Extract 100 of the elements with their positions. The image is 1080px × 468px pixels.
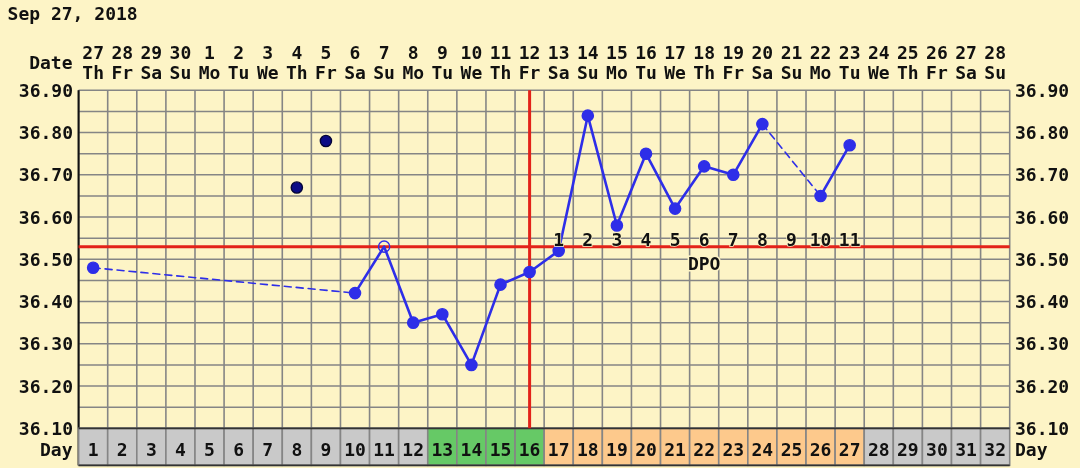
x-tick-label: 3 We xyxy=(256,41,284,83)
y-tick-label: 36.60 xyxy=(18,206,73,228)
point xyxy=(581,109,595,122)
x2-tick-label: 4 xyxy=(175,438,187,460)
x-tick-label: 4 Th xyxy=(285,41,314,83)
x2-tick-label: 17 xyxy=(547,438,570,460)
x2-tick-label: 10 xyxy=(344,438,366,460)
x-tick-label: 8 Mo xyxy=(402,41,430,83)
x2-tick-label: 14 xyxy=(460,438,483,460)
y2-tick-label: 36.50 xyxy=(1015,248,1070,270)
x2-tick-label: 5 xyxy=(204,438,215,460)
x-tick-label: 16 Tu xyxy=(635,41,657,83)
x2-tick-label: 22 xyxy=(693,438,716,460)
x-tick-label: 21 Su xyxy=(780,41,803,83)
point xyxy=(610,219,624,232)
x-tick-label: 20 Sa xyxy=(751,41,774,83)
x2-tick-label: 26 xyxy=(809,438,832,460)
x2-tick-label: 2 xyxy=(116,438,128,460)
point xyxy=(436,307,449,321)
text: Day xyxy=(39,438,73,460)
x2-tick-label: 7 xyxy=(262,438,274,460)
x2-tick-label: 32 xyxy=(984,438,1006,460)
point xyxy=(697,160,711,173)
annotation: 2 xyxy=(582,229,594,251)
y2-tick-label: 36.10 xyxy=(1015,417,1070,439)
x-tick-label: 13 Sa xyxy=(547,41,570,83)
point xyxy=(726,168,740,182)
x2-tick-label: 20 xyxy=(635,438,657,460)
point xyxy=(843,138,856,152)
x-tick-label: 12 Fr xyxy=(518,41,541,83)
point xyxy=(639,147,653,160)
annotation: 3 xyxy=(611,229,623,251)
y-tick-label: 36.10 xyxy=(18,417,73,439)
point xyxy=(523,265,536,279)
annotation: 10 xyxy=(809,229,832,251)
point xyxy=(465,358,478,372)
x2-tick-label: 8 xyxy=(291,438,303,460)
x2-tick-label: 3 xyxy=(145,438,157,460)
x2-tick-label: 19 xyxy=(606,438,628,460)
y-tick-label: 36.20 xyxy=(18,375,73,397)
x2-tick-label: 6 xyxy=(233,438,245,460)
point xyxy=(814,189,827,203)
x-tick-label: 27 Th xyxy=(82,41,104,83)
point xyxy=(756,117,769,131)
x-tick-label: 27 Sa xyxy=(955,41,977,83)
x2-axis-title: Day xyxy=(1015,438,1048,460)
x-tick-label: 24 We xyxy=(867,41,890,83)
y-tick-label: 36.40 xyxy=(18,291,73,313)
y-tick-label: 36.80 xyxy=(18,122,73,144)
x2-tick-label: 11 xyxy=(373,438,395,460)
x-tick-label: 11 Th xyxy=(489,41,512,83)
x-tick-label: 2 Tu xyxy=(227,41,255,83)
x-tick-label: 28 Fr xyxy=(111,41,134,83)
x2-tick-label: 23 xyxy=(722,438,745,460)
annotation: DPO xyxy=(687,252,721,274)
y2-tick-label: 36.70 xyxy=(1015,164,1070,186)
x-tick-label: 29 Sa xyxy=(140,41,163,83)
x2-tick-label: 13 xyxy=(431,438,454,460)
point xyxy=(348,286,362,300)
y-tick-label: 36.90 xyxy=(18,79,73,101)
x-axis-title: Date xyxy=(29,52,73,73)
x-tick-label: 28 Su xyxy=(984,41,1017,83)
annotation: 11 xyxy=(838,229,861,251)
y-tick-label: 36.30 xyxy=(18,333,73,355)
x2-tick-label: 1 xyxy=(87,438,99,460)
x-tick-label: 15 Mo xyxy=(606,41,628,83)
x2-tick-label: 9 xyxy=(320,438,332,460)
y2-tick-label: 36.60 xyxy=(1015,206,1070,228)
point xyxy=(668,202,682,215)
annotation: 6 xyxy=(698,229,710,251)
x2-tick-label: 15 xyxy=(489,438,512,460)
x2-tick-label: 12 xyxy=(402,438,425,460)
x-tick-label: 25 Th xyxy=(897,41,919,83)
annotation: 4 xyxy=(640,229,652,251)
y2-tick-label: 36.40 xyxy=(1015,291,1070,313)
annotation: 5 xyxy=(669,229,681,251)
x-tick-label: 22 Mo xyxy=(809,41,832,83)
point xyxy=(86,261,100,275)
point xyxy=(406,316,420,329)
x2-tick-label: 16 xyxy=(518,438,541,460)
chart-title: Sep 27, 2018 xyxy=(7,3,138,24)
x-tick-label: 18 Th xyxy=(693,41,716,83)
y-tick-label: 36.50 xyxy=(18,248,73,270)
x-tick-label: 9 Tu xyxy=(431,41,459,83)
point xyxy=(377,240,391,253)
x-tick-label: 17 We xyxy=(664,41,687,83)
x2-tick-label: 27 xyxy=(838,438,861,460)
x-tick-label: 5 Fr xyxy=(315,41,343,83)
x2-tick-label: 30 xyxy=(926,438,948,460)
x2-tick-label: 28 xyxy=(867,438,890,460)
y-tick-label: 36.70 xyxy=(18,164,73,186)
annotation: 7 xyxy=(727,229,739,251)
annotation: 9 xyxy=(786,229,797,251)
x2-tick-label: 21 xyxy=(664,438,686,460)
x2-tick-label: 18 xyxy=(576,438,599,460)
x-tick-label: 26 Fr xyxy=(926,41,948,83)
y2-tick-label: 36.30 xyxy=(1015,333,1070,355)
x-tick-label: 23 Tu xyxy=(838,41,861,83)
x2-tick-label: 24 xyxy=(751,438,774,460)
y2-tick-label: 36.90 xyxy=(1015,79,1070,101)
